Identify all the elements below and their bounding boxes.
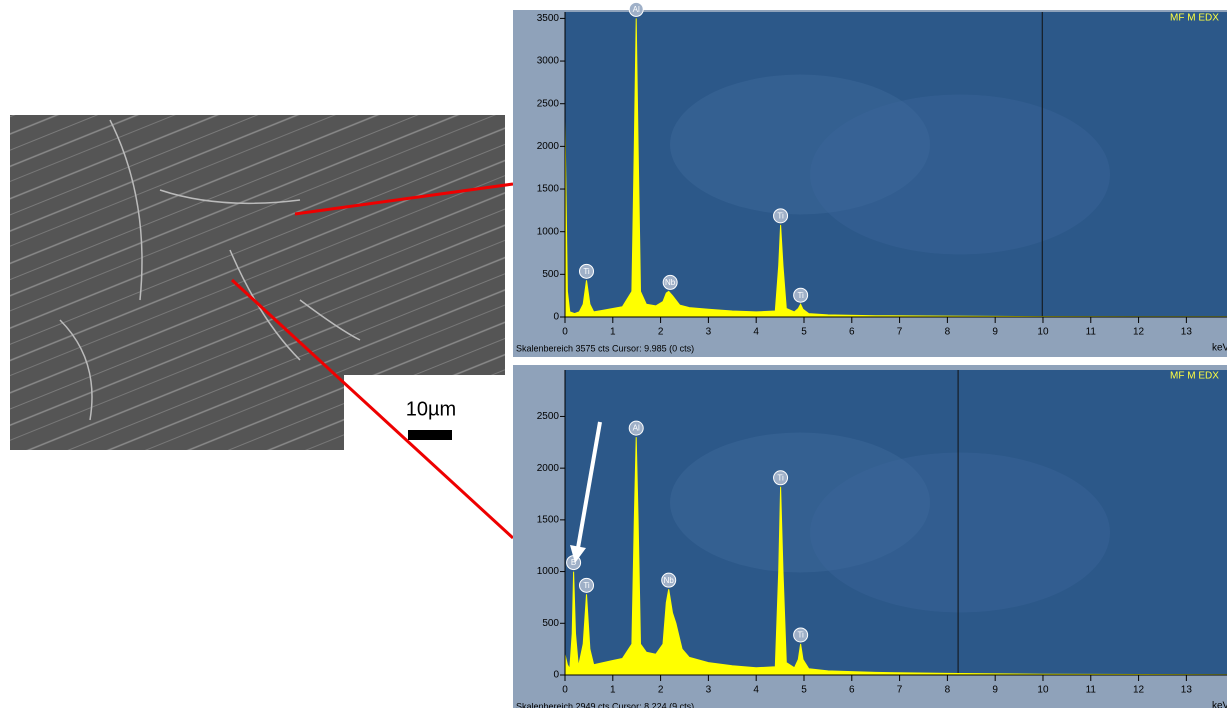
x-tick-label: 11 [1086, 685, 1097, 696]
scale-bar-label: 10µm [406, 398, 456, 420]
x-tick-label: 0 [562, 327, 568, 338]
x-tick-label: 8 [945, 685, 951, 696]
y-tick-label: 0 [553, 312, 559, 323]
x-tick-label: 7 [897, 327, 903, 338]
y-tick-label: 1000 [537, 226, 560, 237]
x-tick-label: 4 [753, 685, 759, 696]
y-tick-label: 1500 [537, 515, 560, 526]
peak-label: Nb [664, 576, 675, 585]
x-tick-label: 1 [610, 685, 616, 696]
x-tick-label: 10 [1037, 685, 1049, 696]
peak-label: Al [633, 424, 640, 433]
background-shape [810, 95, 1110, 255]
x-tick-label: 9 [992, 327, 998, 338]
background-shape [810, 453, 1110, 613]
y-tick-label: 500 [542, 618, 559, 629]
peak-label: Al [633, 5, 640, 14]
corner-label: MF M EDX [1170, 13, 1219, 24]
y-tick-label: 2500 [537, 98, 560, 109]
x-tick-label: 1 [610, 327, 616, 338]
x-tick-label: 9 [992, 685, 998, 696]
x-tick-label: 2 [658, 327, 664, 338]
peak-label: Ti [777, 211, 784, 220]
x-tick-label: 5 [801, 685, 807, 696]
peak-label: Ti [583, 267, 590, 276]
y-tick-label: 0 [553, 670, 559, 681]
y-tick-label: 3500 [537, 13, 560, 24]
y-tick-label: 500 [542, 269, 559, 280]
peak-label: Nb [665, 278, 676, 287]
peak-label: Ti [777, 473, 784, 482]
y-tick-label: 1000 [537, 566, 560, 577]
x-tick-label: 10 [1037, 327, 1049, 338]
peak-label: Ti [797, 631, 804, 640]
peak-label: Ti [797, 291, 804, 300]
peak-label: Ti [583, 581, 590, 590]
y-tick-label: 2000 [537, 463, 560, 474]
x-tick-label: 0 [562, 685, 568, 696]
x-tick-label: 8 [945, 327, 951, 338]
footer: Skalenbereich 3575 cts Cursor: 9.985 (0 … [516, 343, 694, 353]
x-tick-label: 2 [658, 685, 664, 696]
y-tick-label: 2500 [537, 411, 560, 422]
x-tick-label: 4 [753, 327, 759, 338]
x-unit: keV [1212, 701, 1227, 708]
x-tick-label: 11 [1086, 327, 1097, 338]
x-tick-label: 6 [849, 685, 855, 696]
x-tick-label: 13 [1181, 327, 1193, 338]
x-tick-label: 6 [849, 327, 855, 338]
scale-bar [408, 430, 452, 440]
figure: 10µm 05001000150020002500300035000123456… [0, 0, 1227, 708]
x-tick-label: 5 [801, 327, 807, 338]
x-tick-label: 12 [1133, 327, 1145, 338]
x-tick-label: 13 [1181, 685, 1193, 696]
y-tick-label: 3000 [537, 56, 560, 67]
x-unit: keV [1212, 343, 1227, 354]
footer: Skalenbereich 2949 cts Cursor: 8.224 (9 … [516, 701, 694, 708]
x-tick-label: 7 [897, 685, 903, 696]
corner-label: MF M EDX [1170, 371, 1219, 382]
y-tick-label: 1500 [537, 184, 560, 195]
x-tick-label: 12 [1133, 685, 1145, 696]
x-tick-label: 3 [706, 327, 712, 338]
x-tick-label: 3 [706, 685, 712, 696]
y-tick-label: 2000 [537, 141, 560, 152]
